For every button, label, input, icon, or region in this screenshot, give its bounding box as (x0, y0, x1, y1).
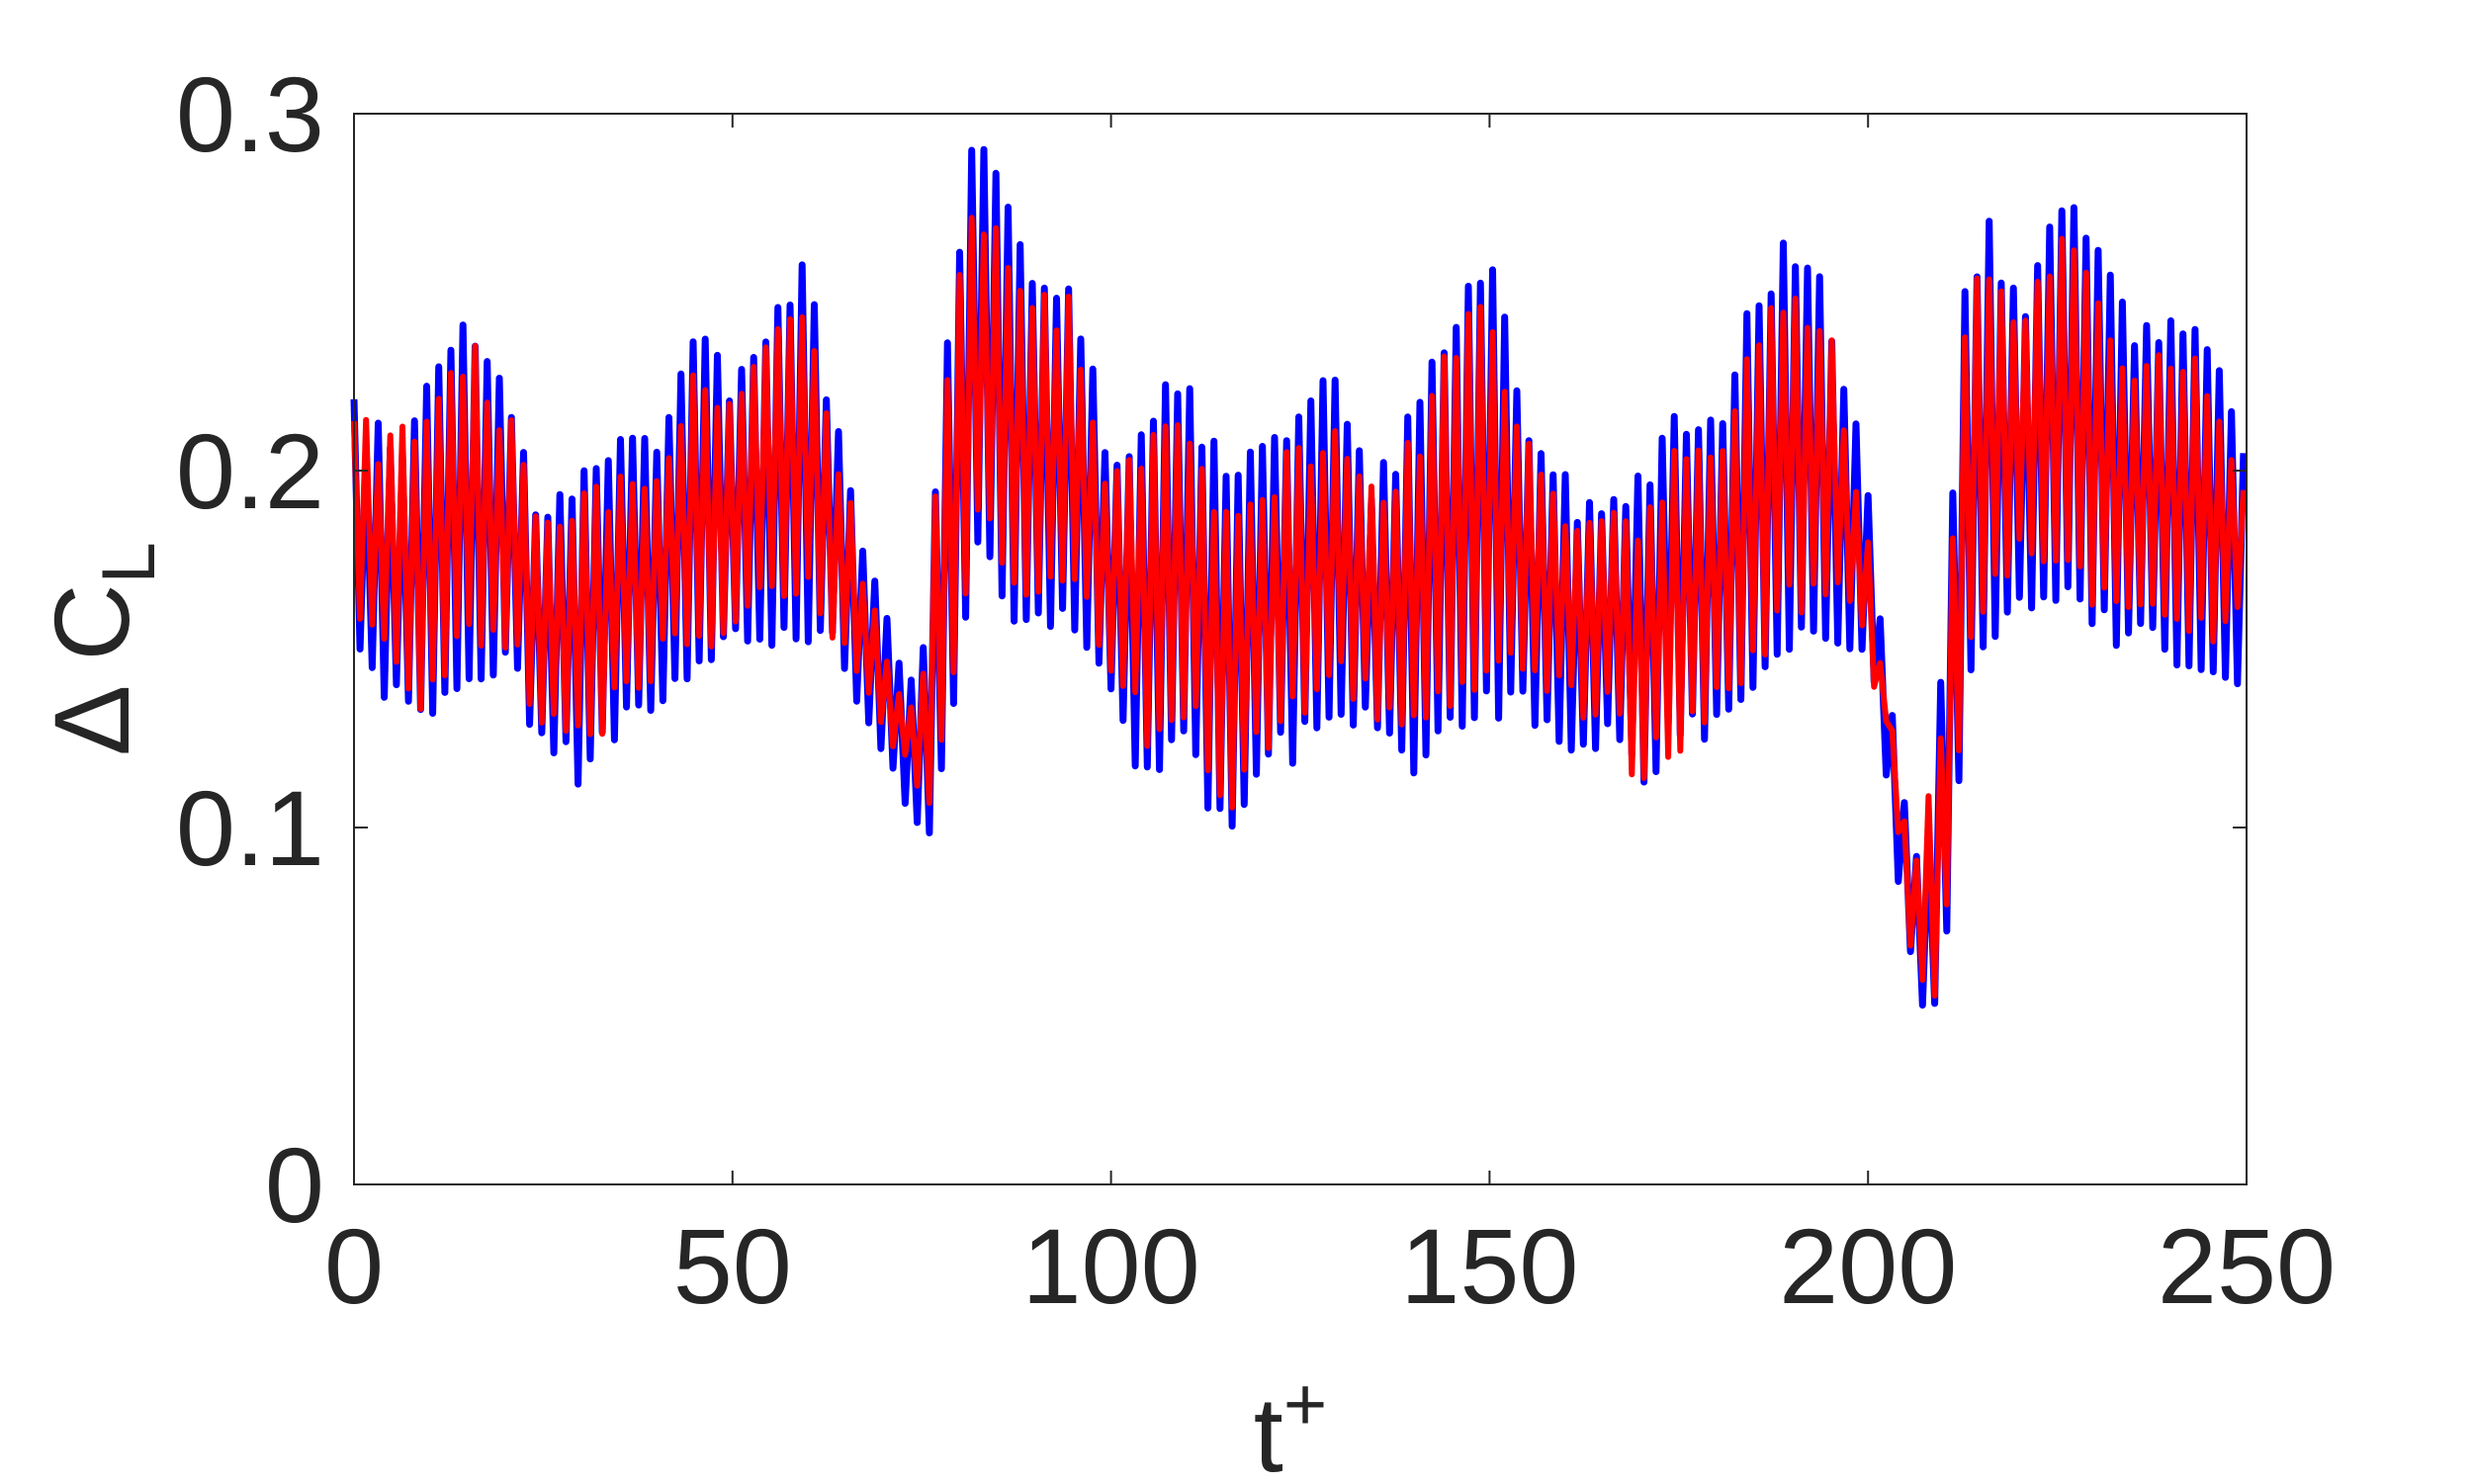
y-tick-label: 0.1 (176, 768, 324, 888)
x-tick-label: 200 (1779, 1206, 1957, 1326)
series-line-red (351, 215, 2247, 1000)
x-tick-label: 250 (2158, 1206, 2336, 1326)
y-tick-label: 0.2 (176, 411, 324, 531)
x-axis-label-superscript: + (1283, 1362, 1327, 1446)
y-axis-label-subscript: L (87, 542, 171, 583)
series-layer (350, 145, 2248, 1009)
y-axis-ticks: 0 0.1 0.2 0.3 (176, 54, 2247, 1245)
x-axis-label-main: t (1254, 1374, 1283, 1484)
x-axis-label: t+ (1254, 1362, 1327, 1484)
x-tick-label: 0 (324, 1206, 384, 1326)
y-tick-label: 0.3 (176, 54, 324, 174)
x-tick-label: 100 (1021, 1206, 1199, 1326)
y-tick-label: 0 (265, 1125, 324, 1245)
y-axis-label-main: Δ C (32, 584, 151, 756)
x-tick-label: 150 (1400, 1206, 1578, 1326)
x-axis-ticks: 0 50 100 150 200 250 (324, 114, 2336, 1326)
y-axis-label: Δ CL (32, 542, 171, 755)
x-tick-label: 50 (673, 1206, 792, 1326)
axes-box (353, 113, 2248, 1185)
